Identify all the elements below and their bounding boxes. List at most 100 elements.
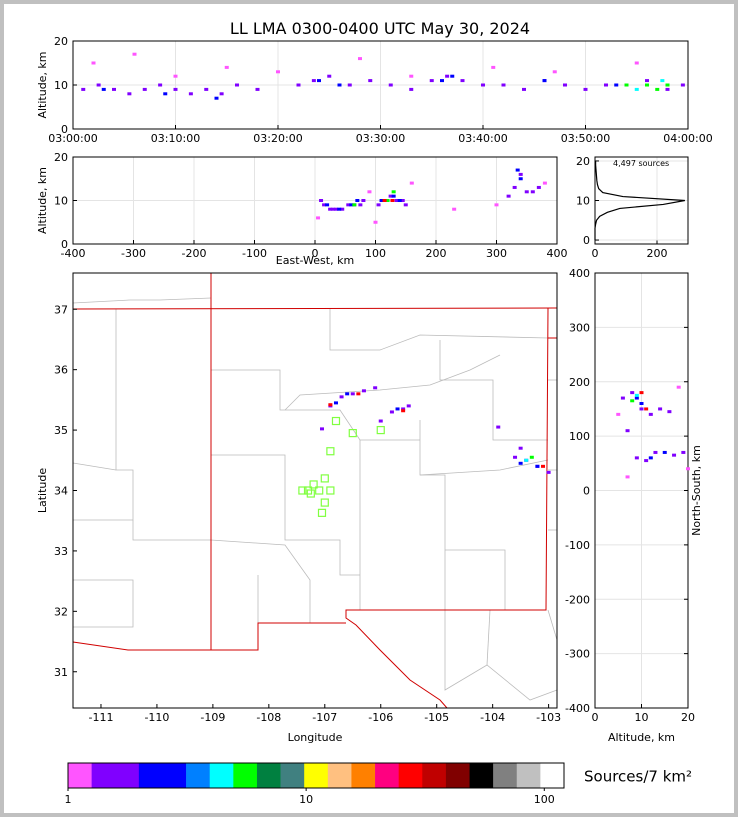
source-point <box>409 181 414 185</box>
x-tick-label: -103 <box>536 711 561 724</box>
source-point <box>395 407 400 411</box>
source-point <box>376 203 381 207</box>
source-point <box>382 199 387 202</box>
source-point <box>665 83 670 87</box>
source-point <box>552 70 557 74</box>
source-point <box>583 87 588 91</box>
source-point <box>648 456 653 460</box>
source-point <box>686 467 690 471</box>
y-axis-label: Altitude, km <box>36 51 49 118</box>
source-point <box>518 177 523 181</box>
x-tick-label: -300 <box>121 247 146 260</box>
source-point <box>496 425 501 429</box>
x-tick-label: 10 <box>635 711 649 724</box>
source-point <box>409 87 414 91</box>
source-point <box>331 207 336 211</box>
source-point <box>660 79 665 83</box>
source-point <box>406 404 411 408</box>
source-point <box>681 450 686 454</box>
source-point <box>639 402 644 405</box>
source-point <box>81 87 86 91</box>
x-tick-label: 200 <box>647 247 668 260</box>
plot-frame <box>594 156 689 245</box>
y-tick-label: 36 <box>54 364 68 377</box>
source-point <box>667 410 672 414</box>
source-point <box>319 199 324 202</box>
source-point <box>142 87 147 91</box>
source-point <box>337 207 342 211</box>
source-point <box>337 83 342 87</box>
plot-frame <box>72 272 558 709</box>
source-point <box>445 74 450 78</box>
source-point <box>616 412 621 416</box>
source-point <box>634 396 639 400</box>
colorbar-segment <box>469 763 494 788</box>
source-point <box>325 203 330 207</box>
source-point <box>346 203 351 207</box>
y-tick-label: 32 <box>54 605 68 618</box>
source-point <box>96 83 101 87</box>
station <box>320 474 329 483</box>
source-point <box>624 83 629 87</box>
annotation: 4,497 sources <box>613 159 669 168</box>
source-point <box>219 92 224 96</box>
source-point <box>494 203 499 207</box>
source-point <box>361 389 366 393</box>
y-tick-label: 200 <box>569 376 590 389</box>
colorbar-segment <box>138 763 163 788</box>
source-point <box>524 458 529 462</box>
station <box>326 447 335 456</box>
x-tick-label: 03:10:00 <box>151 132 200 145</box>
source-point <box>542 79 547 83</box>
source-point <box>373 386 378 390</box>
source-point <box>401 407 406 411</box>
source-point <box>327 74 332 78</box>
colorbar-tick-label: 10 <box>299 793 313 806</box>
y-tick-label: -400 <box>565 702 590 715</box>
source-point <box>355 199 360 202</box>
x-tick-label: -111 <box>88 711 113 724</box>
y-tick-label: 20 <box>54 35 68 48</box>
x-tick-label: 0 <box>592 711 599 724</box>
source-point <box>388 194 393 198</box>
source-point <box>112 87 116 91</box>
source-point <box>658 407 663 411</box>
source-point <box>188 92 193 96</box>
y-axis-label: North-South, km <box>690 445 703 536</box>
source-point <box>645 79 649 83</box>
source-point <box>394 199 399 202</box>
x-tick-label: 03:30:00 <box>356 132 405 145</box>
source-point <box>634 61 639 65</box>
source-point <box>276 70 280 74</box>
source-point <box>391 190 396 194</box>
x-tick-label: -110 <box>144 711 169 724</box>
colorbar-segment <box>256 763 281 788</box>
source-point <box>391 194 396 198</box>
source-point <box>541 464 546 468</box>
y-tick-label: 0 <box>583 485 590 498</box>
x-tick-label: 03:40:00 <box>458 132 507 145</box>
colorbar-segment <box>68 763 92 788</box>
source-point <box>522 87 526 91</box>
source-point <box>403 203 408 207</box>
source-point <box>644 459 649 463</box>
source-point <box>645 83 649 87</box>
chart-title: LL LMA 0300-0400 UTC May 30, 2024 <box>230 19 530 38</box>
x-axis-label: East-West, km <box>276 254 354 267</box>
source-point <box>450 74 455 78</box>
colorbar-segment <box>398 763 423 788</box>
x-tick-label: 04:00:00 <box>663 132 712 145</box>
source-point <box>204 87 209 91</box>
source-point <box>680 83 685 87</box>
x-tick-label: 03:00:00 <box>48 132 97 145</box>
source-point <box>513 455 518 459</box>
source-point <box>101 87 106 91</box>
y-tick-label: 10 <box>54 195 68 208</box>
y-axis-label: Altitude, km <box>36 167 49 234</box>
source-point <box>358 203 363 207</box>
source-point <box>316 216 321 220</box>
source-point <box>535 464 540 468</box>
x-tick-label: -107 <box>312 711 337 724</box>
source-point <box>358 57 362 61</box>
source-point <box>634 456 639 460</box>
